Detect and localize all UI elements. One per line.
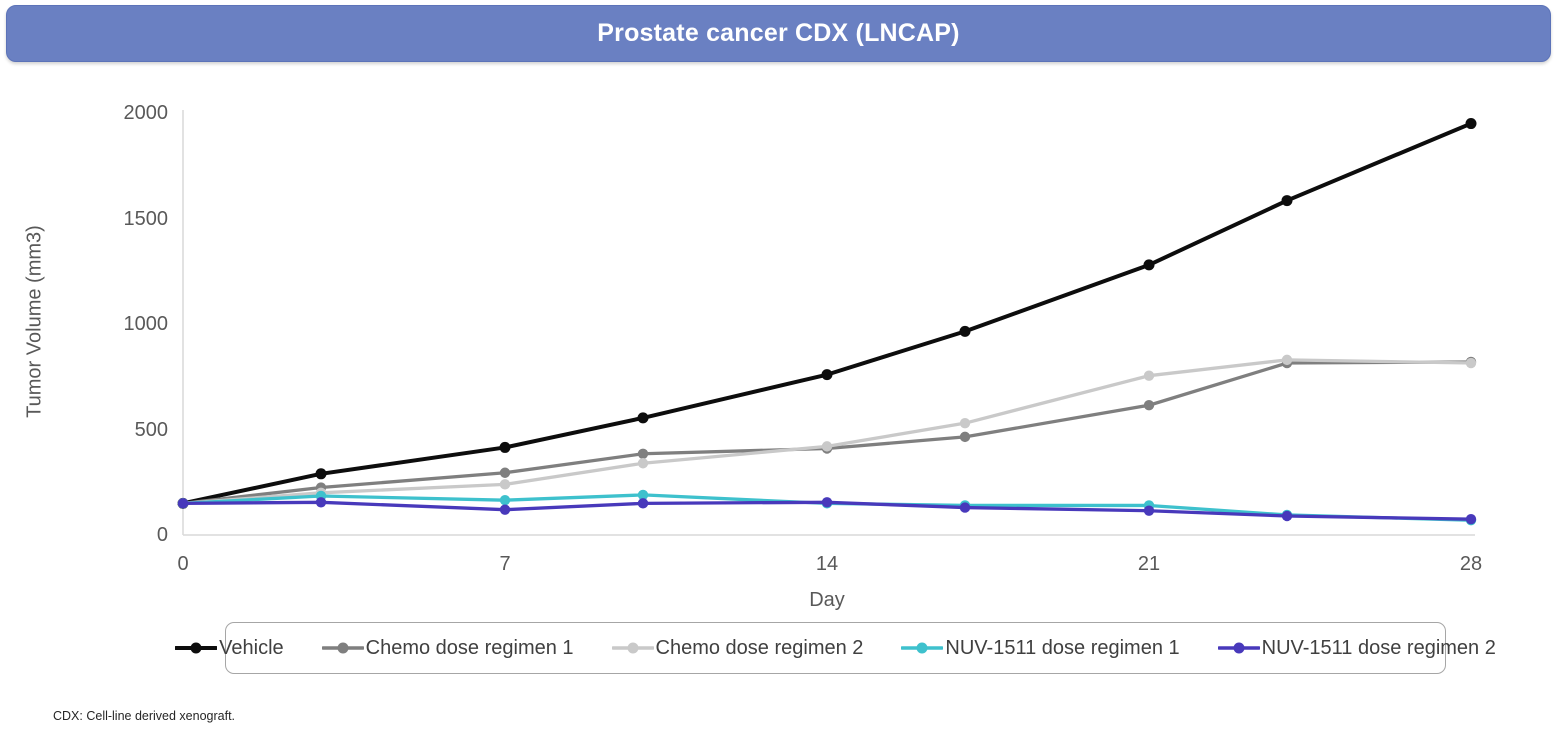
data-point-chemo-dose-regimen-1-day-10 xyxy=(637,448,649,459)
legend-dot-icon xyxy=(627,642,639,654)
legend-item-nuv-1511-dose-regimen-1: NUV-1511 dose regimen 1 xyxy=(901,636,1180,660)
data-point-vehicle-day-17 xyxy=(959,325,971,337)
x-tick-label: 21 xyxy=(1137,553,1161,575)
data-point-chemo-dose-regimen-2-day-21 xyxy=(1143,370,1155,381)
data-point-vehicle-day-14 xyxy=(821,369,833,381)
data-point-nuv-1511-dose-regimen-1-day-10 xyxy=(637,489,649,501)
legend-item-label: NUV-1511 dose regimen 2 xyxy=(1261,636,1496,659)
data-point-nuv-1511-dose-regimen-2-day-10 xyxy=(637,498,649,509)
legend: Vehicle Chemo dose regimen 1 Chemo dose re… xyxy=(175,622,1496,674)
x-tick-label: 14 xyxy=(815,553,839,575)
data-point-nuv-1511-dose-regimen-2-day-14 xyxy=(821,497,833,508)
data-point-chemo-dose-regimen-2-day-24 xyxy=(1281,354,1293,366)
data-point-chemo-dose-regimen-1-day-17 xyxy=(959,431,971,443)
x-tick-label: 0 xyxy=(177,553,189,575)
data-point-vehicle-day-10 xyxy=(637,412,649,424)
data-point-nuv-1511-dose-regimen-2-day-3 xyxy=(315,497,327,508)
legend-item-nuv-1511-dose-regimen-2: NUV-1511 dose regimen 2 xyxy=(1217,636,1496,660)
chart-title-banner: Prostate cancer CDX (LNCAP) xyxy=(6,5,1551,62)
y-tick-label: 1000 xyxy=(123,313,169,335)
y-tick-label: 0 xyxy=(156,524,168,546)
series-nuv-1511-dose-regimen-1 xyxy=(177,489,1477,526)
legend-marker-icon xyxy=(175,642,218,654)
legend-item-chemo-dose-regimen-1: Chemo dose regimen 1 xyxy=(321,636,574,660)
data-point-chemo-dose-regimen-2-day-28 xyxy=(1465,357,1477,369)
legend-item-label: Vehicle xyxy=(219,636,284,659)
data-point-chemo-dose-regimen-2-day-14 xyxy=(821,441,833,452)
data-point-nuv-1511-dose-regimen-2-day-24 xyxy=(1281,510,1293,522)
y-tick-label: 2000 xyxy=(123,102,169,124)
y-tick-label: 500 xyxy=(134,418,168,441)
series-nuv-1511-dose-regimen-2 xyxy=(177,497,1477,525)
y-axis-title: Tumor Volume (mm3) xyxy=(23,225,46,418)
legend-marker-icon xyxy=(321,642,364,654)
x-tick-label: 7 xyxy=(499,553,511,575)
data-point-nuv-1511-dose-regimen-2-day-21 xyxy=(1143,505,1155,516)
data-point-vehicle-day-3 xyxy=(315,468,327,480)
data-point-vehicle-day-7 xyxy=(499,441,511,453)
data-point-nuv-1511-dose-regimen-2-day-17 xyxy=(959,502,971,513)
legend-marker-icon xyxy=(901,642,944,654)
legend-dot-icon xyxy=(190,642,202,654)
data-point-chemo-dose-regimen-2-day-17 xyxy=(959,417,971,429)
data-point-vehicle-day-21 xyxy=(1143,259,1155,271)
legend-dot-icon xyxy=(1233,642,1245,654)
data-point-chemo-dose-regimen-1-day-21 xyxy=(1143,400,1155,411)
legend-marker-icon xyxy=(1217,642,1260,654)
chart-title: Prostate cancer CDX (LNCAP) xyxy=(597,19,960,47)
data-point-nuv-1511-dose-regimen-2-day-7 xyxy=(499,504,511,515)
data-point-chemo-dose-regimen-1-day-7 xyxy=(499,467,511,478)
x-axis-title: Day xyxy=(809,589,845,611)
legend-item-label: Chemo dose regimen 2 xyxy=(655,636,864,659)
data-point-nuv-1511-dose-regimen-1-day-7 xyxy=(499,494,511,506)
legend-dot-icon xyxy=(337,642,349,654)
series-line-chemo-dose-regimen-1 xyxy=(181,360,1473,506)
footnote: CDX: Cell-line derived xenograft. xyxy=(53,709,236,723)
legend-item-label: NUV-1511 dose regimen 1 xyxy=(945,636,1180,659)
data-point-chemo-dose-regimen-2-day-7 xyxy=(499,479,511,490)
legend-marker-icon xyxy=(611,642,654,654)
data-point-nuv-1511-dose-regimen-2-day-0 xyxy=(177,498,189,509)
y-tick-label: 1500 xyxy=(123,207,169,230)
legend-item-label: Chemo dose regimen 1 xyxy=(365,636,574,659)
legend-dot-icon xyxy=(916,642,928,654)
data-point-vehicle-day-24 xyxy=(1281,195,1293,207)
axes xyxy=(182,110,1475,536)
series-chemo-dose-regimen-2 xyxy=(177,354,1477,509)
legend-item-vehicle: Vehicle xyxy=(175,637,284,660)
data-point-chemo-dose-regimen-2-day-10 xyxy=(637,458,649,469)
data-point-nuv-1511-dose-regimen-2-day-28 xyxy=(1465,513,1477,525)
x-tick-label: 28 xyxy=(1459,553,1483,575)
data-point-vehicle-day-28 xyxy=(1465,118,1477,130)
legend-item-chemo-dose-regimen-2: Chemo dose regimen 2 xyxy=(611,636,864,660)
